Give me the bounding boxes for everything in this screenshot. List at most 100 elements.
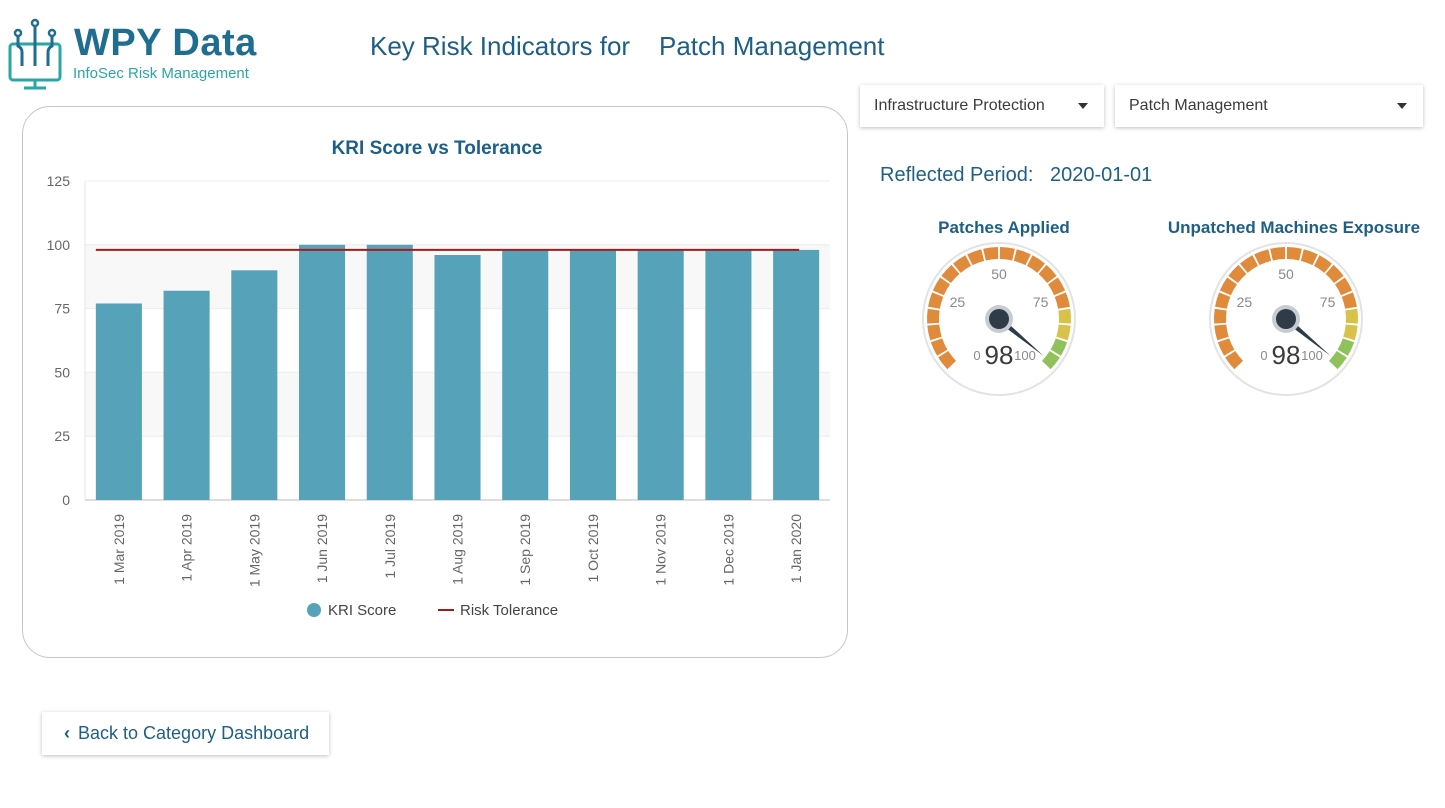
gauge-tick-label: 75 [1033,294,1049,310]
x-tick-label: 1 Oct 2019 [585,514,601,583]
y-tick-label: 125 [47,173,71,189]
gauge-arc-segment [1041,350,1060,370]
gauge-arc-segment [1228,264,1247,284]
gauge-arc-segment [999,247,1015,261]
gauge-tick-label: 50 [991,266,1007,282]
gauge-hub [1276,309,1296,329]
bar-kri-score[interactable] [773,249,820,500]
y-tick-label: 75 [54,301,70,317]
gauge-arc-segment [1215,292,1231,309]
gauge-arc-segment [1337,338,1355,356]
gauge-arc-segment [1056,324,1071,341]
back-button-label: Back to Category Dashboard [78,723,310,743]
y-tick-label: 50 [54,364,70,380]
x-tick-label: 1 Nov 2019 [653,514,669,586]
plot-band [85,181,830,245]
x-tick-label: 1 May 2019 [246,514,262,587]
x-tick-label: 1 Mar 2019 [111,514,127,585]
bar-kri-score[interactable] [163,290,210,500]
gauge-min-label: 0 [973,348,980,363]
page-title-kri: Patch Management [659,31,885,61]
y-tick-label: 100 [47,237,71,253]
gauge-arc-segment [1254,249,1272,266]
bar-kri-score[interactable] [434,255,481,500]
gauge-arc-segment [1341,292,1357,309]
gauge-arc-segment [1300,249,1318,266]
gauge-arc-segment [927,308,940,324]
chevron-down-icon [1078,103,1088,109]
gauge-arc-segment [1345,308,1358,324]
gauge-arc-segment [1038,264,1057,284]
x-tick-label: 1 Apr 2019 [179,514,195,582]
gauge-arc-segment [1328,350,1347,370]
gauge-title-patches-applied: Patches Applied [938,218,1070,237]
gauge-arc-segment [1240,255,1259,273]
logo-subtitle: InfoSec Risk Management [73,65,249,82]
gauge-arc-segment [1325,264,1344,284]
gauge-arc-segment [1026,255,1045,273]
gauge-hub [989,309,1009,329]
x-tick-label: 1 Jun 2019 [314,514,330,583]
bar-kri-score[interactable] [366,244,413,500]
category-dropdown[interactable]: Infrastructure Protection [860,85,1104,127]
bar-kri-score[interactable] [231,270,278,500]
period-label: Reflected Period: [880,164,1034,186]
gauge-arc-segment [1013,249,1031,266]
category-dropdown-value: Infrastructure Protection [874,97,1045,114]
gauge-arc-segment [967,249,985,266]
logo-icon [8,18,62,90]
gauge-arc-segment [1219,277,1238,296]
gauge-arc-segment [1343,324,1358,341]
y-tick-label: 25 [54,428,70,444]
gauge-arc-segment [983,247,999,261]
gauge-arc-segment [1286,247,1302,261]
kri-chart: KRI Score vs Tolerance 0 25 50 75 100 125 1 Ma… [47,138,830,619]
gauge-max-label: 100 [1301,348,1323,363]
x-tick-label: 1 Dec 2019 [720,514,736,586]
x-tick-label: 1 Sep 2019 [517,514,533,586]
legend-marker-kri-score[interactable] [307,603,321,617]
bar-kri-score[interactable] [299,244,346,500]
back-to-category-button[interactable]: ‹ Back to Category Dashboard [42,712,329,755]
gauge-arc-segment [953,255,972,273]
gauge-arc-segment [1217,338,1235,356]
x-tick-label: 1 Jul 2019 [382,514,398,579]
gauge-arc-segment [1047,277,1066,296]
bar-kri-score[interactable] [569,249,616,500]
gauge-value: 98 [985,340,1014,370]
gauge-arc-segment [1225,350,1244,370]
period-value: 2020-01-01 [1050,164,1153,186]
kri-dropdown[interactable]: Patch Management [1115,85,1423,127]
chevron-down-icon [1397,103,1407,109]
legend-label-kri-score[interactable]: KRI Score [328,602,396,619]
page-title-prefix: Key Risk Indicators for [370,31,631,61]
legend-label-risk-tolerance[interactable]: Risk Tolerance [460,602,558,619]
bar-kri-score[interactable] [95,303,142,500]
chart-title: KRI Score vs Tolerance [332,138,543,159]
gauge-max-label: 100 [1014,348,1036,363]
gauge-arc-segment [1050,338,1068,356]
gauge-arc-segment [938,350,957,370]
gauge-arc-segment [1313,255,1332,273]
logo: WPY Data InfoSec Risk Management [6,18,256,92]
gauge-arc-segment [1270,247,1286,261]
gauge-tick-label: 75 [1320,294,1336,310]
gauge-arc-segment [1334,277,1353,296]
bar-kri-score[interactable] [637,249,684,500]
gauge-arc-segment [1214,324,1229,341]
bar-kri-score[interactable] [502,249,549,500]
gauge-arc-segment [1058,308,1071,324]
y-tick-label: 0 [62,492,70,508]
gauge-value: 98 [1272,340,1301,370]
gauge-tick-label: 50 [1278,266,1294,282]
bar-kri-score[interactable] [705,249,752,500]
chevron-left-icon: ‹ [64,723,70,743]
gauge-arc-segment [928,292,944,309]
gauge-arc-segment [930,338,948,356]
gauge-min-label: 0 [1260,348,1267,363]
x-tick-label: 1 Jan 2020 [788,514,804,583]
gauge-arc-segment [932,277,951,296]
gauge-title-unpatched-exposure: Unpatched Machines Exposure [1167,218,1421,237]
